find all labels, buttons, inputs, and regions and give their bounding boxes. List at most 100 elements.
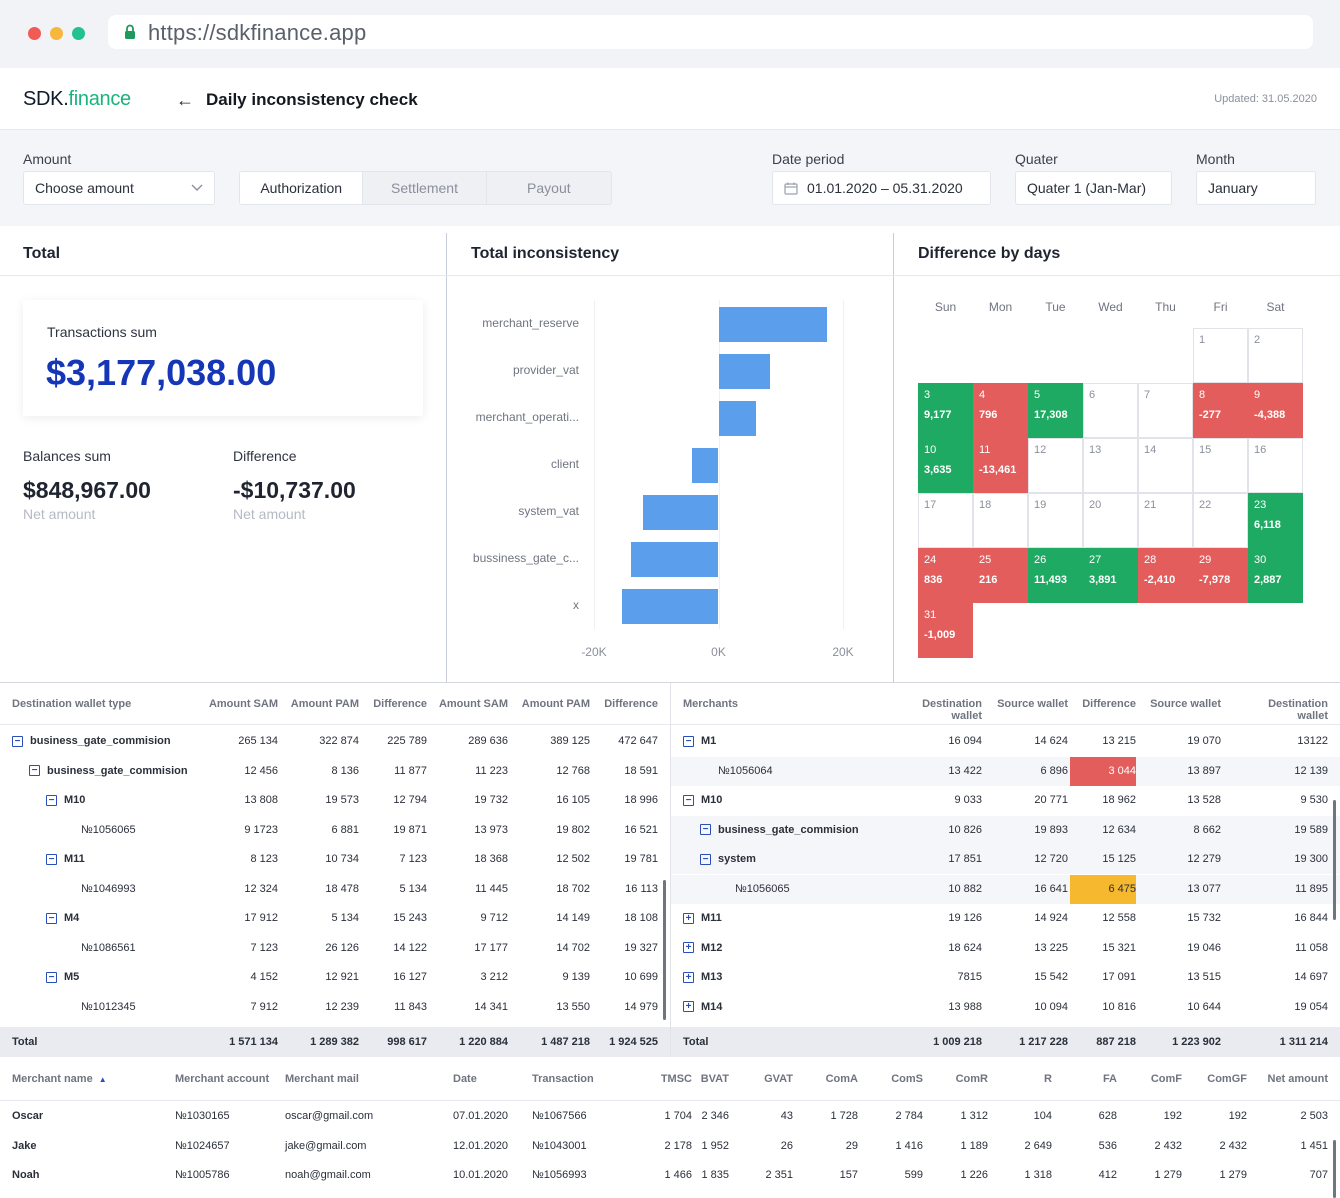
minimize-window-dot[interactable] (50, 27, 63, 40)
column-header[interactable]: FA (1102, 1073, 1117, 1085)
column-header[interactable]: Merchant name ▲ (12, 1073, 107, 1085)
tab-authorization[interactable]: Authorization (240, 172, 364, 204)
column-header[interactable]: Difference (373, 698, 427, 710)
calendar-day-cell[interactable]: 2 (1248, 328, 1303, 383)
column-header[interactable]: Net amount (1267, 1073, 1329, 1085)
table-row[interactable]: №1086561 7 123 26 126 14 122 17 177 14 702 19 … (0, 934, 670, 963)
url-text[interactable]: https://sdkfinance.app (148, 20, 367, 45)
column-header[interactable]: Merchant mail (285, 1073, 359, 1085)
collapse-minus-icon[interactable]: − (683, 735, 694, 747)
table-row[interactable]: + M11 19 126 14 924 12 558 15 732 16 844 (671, 904, 1340, 933)
calendar-day-cell[interactable]: 8 -277 (1193, 383, 1248, 438)
amount-select[interactable]: Choose amount (23, 171, 215, 205)
calendar-day-cell[interactable]: 4 796 (973, 383, 1028, 438)
column-header[interactable]: Amount PAM (290, 698, 359, 710)
collapse-minus-icon[interactable]: − (700, 853, 711, 865)
collapse-minus-icon[interactable]: − (46, 912, 57, 924)
calendar-day-cell[interactable]: 1 (1193, 328, 1248, 383)
calendar-day-cell[interactable]: 29 -7,978 (1193, 548, 1248, 603)
chart-bar[interactable] (718, 306, 828, 342)
close-window-dot[interactable] (28, 27, 41, 40)
table-row[interactable]: №1056065 10 882 16 641 6 475 13 077 11 895 (671, 874, 1340, 904)
column-header[interactable]: Amount SAM (208, 698, 278, 710)
table-row[interactable]: − business_gate_commision 265 134 322 874 22… (0, 727, 670, 756)
calendar-day-cell[interactable]: 19 (1028, 493, 1083, 548)
calendar-day-cell[interactable]: 31 -1,009 (918, 603, 973, 658)
column-header[interactable]: Source wallet (997, 698, 1068, 710)
calendar-day-cell[interactable]: 13 (1083, 438, 1138, 493)
table-row[interactable]: − M5 4 152 12 921 16 127 3 212 9 139 10 699 (0, 963, 670, 992)
column-header[interactable]: Destination wallet (922, 698, 982, 722)
table-row[interactable]: Jake №1024657 jake@gmail.com 12.01.2020 №104… (0, 1139, 1340, 1168)
table-row[interactable]: − system 17 851 12 720 15 125 12 279 19 300 (671, 845, 1340, 874)
column-header[interactable]: Destination wallet type (12, 698, 132, 710)
table-row[interactable]: − M10 13 808 19 573 12 794 19 732 16 105 18 996 (0, 786, 670, 815)
column-header[interactable]: TMSC (660, 1073, 692, 1085)
calendar-day-cell[interactable]: 25 216 (973, 548, 1028, 603)
column-header[interactable]: ComS (891, 1073, 923, 1085)
chart-bar[interactable] (692, 447, 719, 483)
table-row[interactable]: №1012345 7 912 12 239 11 843 14 341 13 550 14 … (0, 993, 670, 1022)
collapse-minus-icon[interactable]: − (46, 971, 57, 983)
column-header[interactable]: R (1044, 1073, 1052, 1085)
column-header[interactable]: Amount PAM (521, 698, 590, 710)
calendar-day-cell[interactable]: 3 9,177 (918, 383, 973, 438)
calendar-day-cell[interactable]: 12 (1028, 438, 1083, 493)
column-header[interactable]: Destination wallet (1268, 698, 1328, 722)
table-row[interactable]: №1056065 9 1723 6 881 19 871 13 973 19 802 16 … (0, 816, 670, 845)
calendar-day-cell[interactable]: 23 6,118 (1248, 493, 1303, 548)
calendar-day-cell[interactable]: 30 2,887 (1248, 548, 1303, 603)
left-table-scrollbar[interactable] (663, 880, 666, 1020)
table-row[interactable]: + M12 18 624 13 225 15 321 19 046 11 058 (671, 934, 1340, 963)
column-header[interactable]: ComA (825, 1073, 858, 1085)
calendar-day-cell[interactable]: 24 836 (918, 548, 973, 603)
calendar-day-cell[interactable]: 18 (973, 493, 1028, 548)
table-row[interactable]: Oscar №1030165 oscar@gmail.com 07.01.2020 №1… (0, 1109, 1340, 1138)
collapse-minus-icon[interactable]: − (700, 824, 711, 835)
arrow-left-icon[interactable]: ← (176, 90, 194, 110)
table-row[interactable]: − M10 9 033 20 771 18 962 13 528 9 530 (671, 786, 1340, 815)
tab-payout[interactable]: Payout (527, 180, 571, 196)
table-row[interactable]: Noah №1005786 noah@gmail.com 10.01.2020 №105… (0, 1168, 1340, 1197)
collapse-minus-icon[interactable]: − (29, 765, 40, 776)
calendar-day-cell[interactable]: 10 3,635 (918, 438, 973, 493)
chart-bar[interactable] (631, 541, 719, 577)
calendar-day-cell[interactable]: 17 (918, 493, 973, 548)
table-row[interactable]: − business_gate_commision 10 826 19 893 12 6… (671, 816, 1340, 845)
sort-up-icon[interactable]: ▲ (98, 1075, 107, 1084)
collapse-minus-icon[interactable]: − (12, 735, 23, 747)
logo[interactable]: SDK.finance (23, 88, 131, 110)
column-header[interactable]: Difference (604, 698, 658, 710)
bottom-table-scrollbar[interactable] (1333, 1140, 1336, 1198)
chart-bar[interactable] (642, 494, 719, 530)
table-row[interactable]: №1056064 13 422 6 896 3 044 13 897 12 139 (671, 756, 1340, 786)
tab-settlement[interactable]: Settlement (363, 172, 487, 204)
calendar-day-cell[interactable]: 7 (1138, 383, 1193, 438)
column-header[interactable]: ComF (1150, 1073, 1182, 1085)
collapse-minus-icon[interactable]: − (46, 853, 57, 865)
calendar-day-cell[interactable]: 21 (1138, 493, 1193, 548)
calendar-day-cell[interactable]: 5 17,308 (1028, 383, 1083, 438)
table-row[interactable]: + M13 7815 15 542 17 091 13 515 14 697 (671, 963, 1340, 992)
expand-plus-icon[interactable]: + (683, 912, 694, 924)
calendar-day-cell[interactable]: 28 -2,410 (1138, 548, 1193, 603)
column-header[interactable]: BVAT (700, 1073, 729, 1085)
calendar-day-cell[interactable]: 20 (1083, 493, 1138, 548)
calendar-day-cell[interactable]: 22 (1193, 493, 1248, 548)
date-period-picker[interactable]: 01.01.2020 – 05.31.2020 (772, 171, 991, 205)
expand-plus-icon[interactable]: + (683, 971, 694, 983)
column-header[interactable]: GVAT (764, 1073, 793, 1085)
expand-plus-icon[interactable]: + (683, 1001, 694, 1012)
address-bar[interactable] (108, 15, 1313, 49)
column-header[interactable]: Amount SAM (438, 698, 508, 710)
column-header[interactable]: Merchant account (175, 1073, 270, 1085)
month-select[interactable]: January (1196, 171, 1316, 205)
chart-bar[interactable] (718, 400, 756, 436)
column-header[interactable]: ComR (955, 1073, 988, 1085)
column-header[interactable]: Difference (1082, 698, 1136, 710)
table-row[interactable]: − M11 8 123 10 734 7 123 18 368 12 502 19 781 (0, 845, 670, 874)
chart-bar[interactable] (622, 588, 719, 624)
table-row[interactable]: − M4 17 912 5 134 15 243 9 712 14 149 18 108 (0, 904, 670, 933)
calendar-day-cell[interactable]: 6 (1083, 383, 1138, 438)
table-row[interactable]: − M1 16 094 14 624 13 215 19 070 13122 (671, 727, 1340, 756)
